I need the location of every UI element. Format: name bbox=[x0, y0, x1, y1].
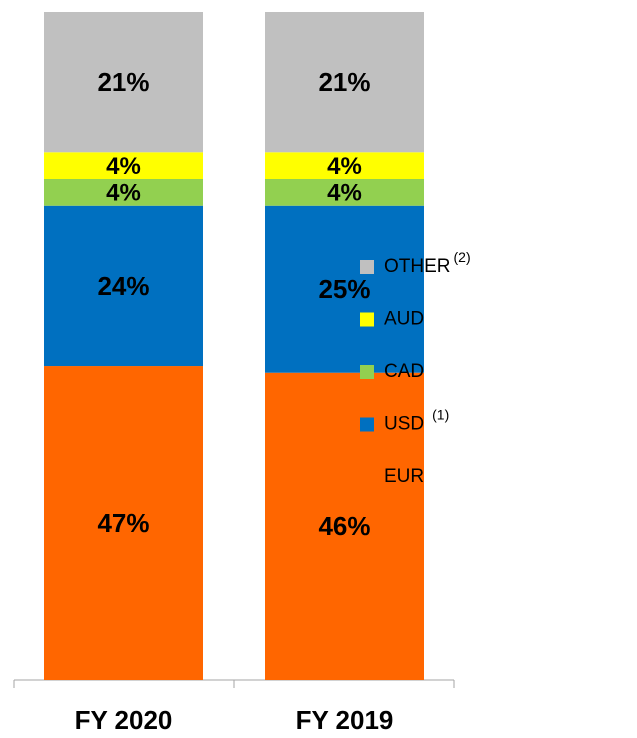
value-label: 4% bbox=[106, 153, 141, 180]
legend-swatch bbox=[360, 365, 374, 379]
legend-label: EUR bbox=[384, 466, 424, 487]
legend-name: USD bbox=[384, 414, 424, 435]
legend-swatch bbox=[360, 470, 374, 484]
legend-swatch bbox=[360, 260, 374, 274]
legend-name: CAD bbox=[384, 361, 424, 382]
value-label: 4% bbox=[327, 180, 362, 207]
legend-note: (2) bbox=[454, 249, 471, 265]
legend-name: AUD bbox=[384, 309, 424, 330]
bar-segment bbox=[265, 12, 424, 153]
value-label: 47% bbox=[97, 508, 149, 538]
x-tick-label: FY 2019 bbox=[296, 705, 394, 735]
legend-label: AUD bbox=[384, 309, 424, 330]
bar-segment bbox=[44, 152, 203, 179]
value-label: 24% bbox=[97, 271, 149, 301]
bar-segment bbox=[265, 205, 424, 373]
bar-segment bbox=[44, 179, 203, 206]
legend-name: OTHER bbox=[384, 256, 451, 277]
legend-name: EUR bbox=[384, 466, 424, 487]
bar-segment bbox=[265, 152, 424, 179]
value-label: 4% bbox=[106, 180, 141, 207]
legend-swatch bbox=[360, 312, 374, 327]
value-label: 21% bbox=[318, 67, 370, 97]
legend-note: (1) bbox=[432, 406, 449, 422]
value-label: 46% bbox=[318, 511, 370, 541]
bar-segment bbox=[265, 179, 424, 206]
legend-swatch bbox=[360, 417, 374, 432]
value-label: 4% bbox=[327, 153, 362, 180]
bar-segment bbox=[44, 12, 203, 153]
legend-label: OTHER (2) bbox=[384, 249, 471, 277]
legend-label: USD (1) bbox=[384, 406, 449, 434]
bar-segment bbox=[44, 366, 203, 680]
bar-segment bbox=[265, 372, 424, 680]
legend-label: CAD bbox=[384, 361, 424, 382]
x-tick-label: FY 2020 bbox=[75, 705, 173, 735]
value-label: 21% bbox=[97, 67, 149, 97]
bar-segment bbox=[44, 205, 203, 367]
value-label: 25% bbox=[318, 274, 370, 304]
